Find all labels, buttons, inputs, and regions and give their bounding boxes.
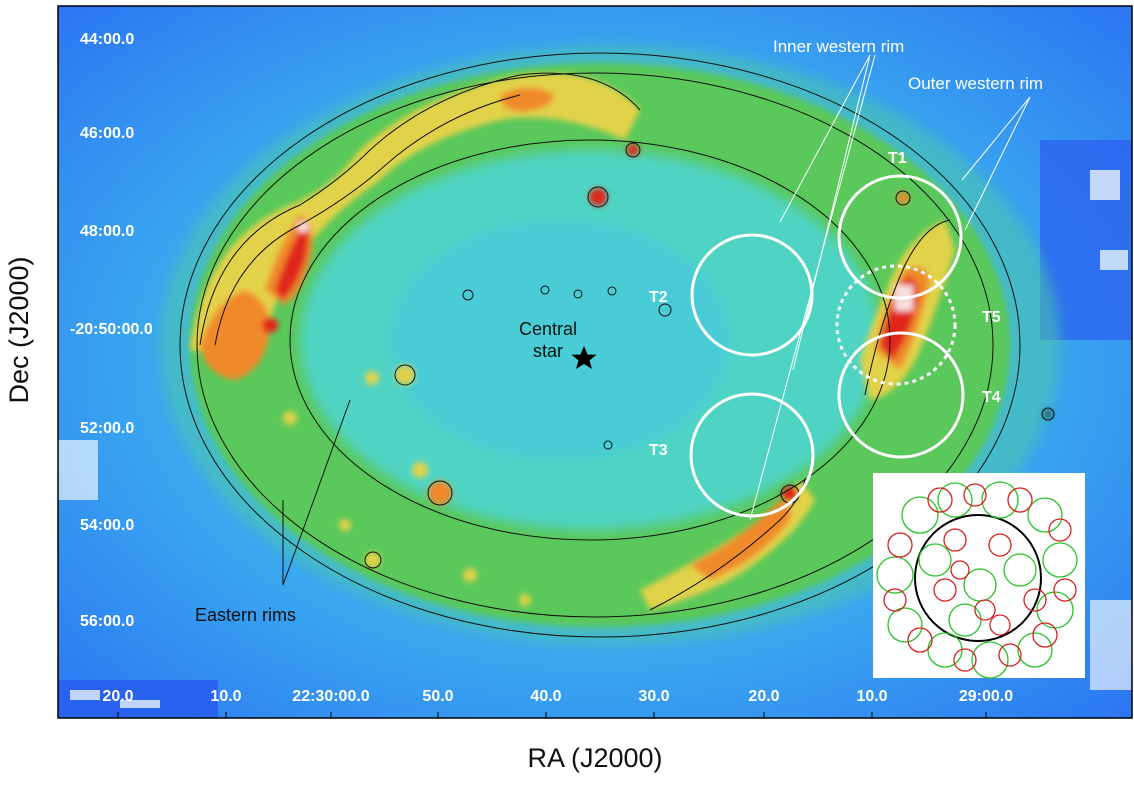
inset-panel	[873, 473, 1085, 679]
edge-noise	[58, 140, 1132, 718]
region-circle-t3	[689, 392, 815, 518]
region-circle-t5	[835, 264, 957, 386]
pointer-lines	[282, 54, 1031, 586]
y-tick-label: 56:00.0	[80, 613, 134, 630]
region-circle-t2	[690, 233, 814, 357]
region-labels: T1 T2 T3 T4 T5	[649, 150, 1001, 459]
region-label-t2: T2	[649, 289, 668, 306]
y-axis-title: Dec (J2000)	[4, 256, 34, 403]
x-tick-label: 10.0	[210, 688, 241, 705]
region-label-t1: T1	[888, 150, 907, 167]
contours	[179, 52, 1055, 638]
central-star-icon	[571, 346, 597, 369]
central-star-label: star	[533, 341, 563, 361]
x-tick-label: 20.0	[102, 688, 133, 705]
x-tick-label: 22:30:00.0	[292, 688, 369, 705]
y-tick-label: 44:00.0	[80, 31, 134, 48]
annotations: Central star Eastern rims Inner western …	[195, 37, 1043, 625]
x-tick-label: 40.0	[530, 688, 561, 705]
image-frame	[57, 5, 1133, 719]
region-circle-t1	[837, 174, 963, 300]
central-star-label: Central	[519, 319, 577, 339]
x-tick-label: 10.0	[856, 688, 887, 705]
y-tick-label: 54:00.0	[80, 517, 134, 534]
y-tick-label: 48:00.0	[80, 223, 134, 240]
y-tick-labels: 44:00.0 46:00.0 48:00.0 -20:50:00.0 52:0…	[70, 31, 153, 630]
x-tick-labels: 20.0 10.0 22:30:00.0 50.0 40.0 30.0 20.0…	[102, 688, 1013, 705]
y-tick-label: 46:00.0	[80, 125, 134, 142]
region-circles	[689, 174, 965, 518]
inner-western-rim-label: Inner western rim	[773, 37, 904, 56]
region-label-t3: T3	[649, 442, 668, 459]
region-label-t5: T5	[982, 309, 1001, 326]
x-tick-marks	[117, 712, 987, 718]
x-axis-title: RA (J2000)	[527, 743, 662, 773]
eastern-rims-label: Eastern rims	[195, 605, 296, 625]
image-panel	[58, 6, 1132, 718]
x-tick-label: 30.0	[638, 688, 669, 705]
outer-western-rim-label: Outer western rim	[908, 74, 1043, 93]
y-tick-label: -20:50:00.0	[70, 321, 153, 338]
x-tick-label: 29:00.0	[959, 688, 1013, 705]
region-label-t4: T4	[982, 389, 1001, 406]
interior-clumps	[283, 192, 1053, 606]
x-tick-label: 20.0	[748, 688, 779, 705]
y-tick-label: 52:00.0	[80, 420, 134, 437]
x-tick-label: 50.0	[422, 688, 453, 705]
region-circle-t4	[837, 331, 965, 459]
